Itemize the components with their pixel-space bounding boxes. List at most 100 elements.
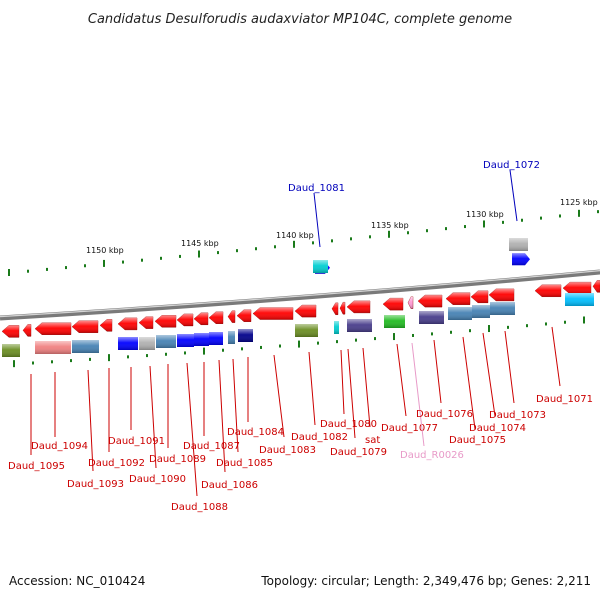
- gene-label: Daud_R0026: [400, 450, 464, 461]
- cog-block-gloss: [509, 238, 528, 251]
- tick-mark: [84, 264, 86, 268]
- map-title: Candidatus Desulforudis audaxviator MP10…: [88, 12, 512, 27]
- tick-mark: [388, 230, 390, 238]
- cog-block-gloss: [35, 341, 71, 354]
- gene-label: Daud_1083: [259, 445, 316, 456]
- cog-block-gloss: [384, 315, 405, 328]
- tick-mark: [103, 259, 105, 267]
- tick-mark: [426, 229, 428, 233]
- gene-arrow-gloss: [418, 295, 442, 308]
- tick-mark: [464, 225, 466, 229]
- tick-mark: [578, 209, 580, 217]
- gene-label: Daud_1077: [381, 423, 438, 434]
- leader-line: [551, 326, 561, 387]
- tick-mark: [331, 239, 333, 243]
- gene-arrow-gloss: [100, 319, 112, 332]
- tick-mark: [160, 256, 162, 260]
- cog-block-gloss: [472, 305, 490, 318]
- tick-mark: [317, 341, 319, 345]
- gene-label: Daud_1073: [489, 410, 546, 421]
- tick-mark: [217, 251, 219, 255]
- cog-block-gloss: [565, 293, 594, 306]
- cog-block-gloss: [118, 337, 138, 350]
- gene-arrow-gloss: [118, 317, 137, 330]
- tick-mark: [583, 316, 585, 324]
- tick-mark: [507, 325, 509, 329]
- tick-mark: [70, 359, 72, 363]
- tick-mark: [236, 249, 238, 253]
- gene-label: Daud_1089: [149, 454, 206, 465]
- gene-arrow-gloss: [593, 280, 600, 293]
- leader-line: [308, 351, 316, 426]
- tick-label-1130: 1130 kbp: [466, 210, 504, 219]
- tick-label-1135: 1135 kbp: [371, 221, 409, 230]
- gene-label: Daud_1092: [88, 458, 145, 469]
- leader-line: [362, 347, 371, 428]
- tick-mark: [355, 338, 357, 342]
- gene-arrow-gloss: [228, 310, 235, 323]
- gene-label: Daud_1071: [536, 394, 593, 405]
- leader-line: [509, 169, 518, 222]
- tick-labels: 1150 kbp 1145 kbp 1140 kbp 1135 kbp 1130…: [86, 198, 598, 255]
- gene-label: Daud_1091: [108, 436, 165, 447]
- tick-mark: [255, 247, 257, 251]
- gene-label: Daud_1093: [67, 479, 124, 490]
- gene-arrow-gloss: [563, 282, 591, 295]
- tick-mark: [374, 337, 376, 341]
- cog-block-gloss: [347, 319, 372, 332]
- tick-mark: [488, 325, 490, 333]
- tick-mark: [407, 231, 409, 235]
- tick-mark: [46, 267, 48, 271]
- tick-mark: [146, 354, 148, 358]
- gene-arrow-gloss: [446, 292, 470, 305]
- tick-mark: [8, 269, 10, 276]
- tick-mark: [450, 330, 452, 334]
- genome-stats-text: Topology: circular; Length: 2,349,476 bp…: [261, 574, 591, 588]
- tick-mark: [545, 322, 547, 326]
- leader-line: [218, 359, 226, 473]
- tick-mark: [336, 340, 338, 344]
- tick-mark: [369, 235, 371, 239]
- tick-mark: [293, 240, 295, 248]
- tick-mark: [312, 241, 314, 245]
- gene-arrow-gloss: [408, 296, 413, 309]
- gene-label: Daud_1086: [201, 480, 258, 491]
- tick-mark: [279, 344, 281, 348]
- tick-mark: [559, 214, 561, 218]
- leader-line: [482, 332, 496, 417]
- gene-arrow-gloss: [535, 284, 561, 297]
- cog-block-gloss: [194, 333, 209, 346]
- gene-arrow-gloss: [23, 324, 31, 337]
- tick-mark: [431, 332, 433, 336]
- lower-ticks: [13, 316, 585, 368]
- tick-mark: [203, 347, 205, 355]
- tick-mark: [564, 320, 566, 324]
- tick-mark: [165, 352, 167, 356]
- gene-arrow-gloss: [72, 320, 98, 333]
- tick-mark: [179, 254, 181, 258]
- tick-mark: [184, 351, 186, 355]
- tick-mark: [32, 361, 34, 365]
- gene-label: Daud_1074: [469, 423, 526, 434]
- leader-line: [411, 342, 425, 447]
- tick-mark: [241, 347, 243, 351]
- cog-block-gloss: [295, 324, 318, 337]
- tick-mark: [445, 227, 447, 231]
- tick-mark: [469, 329, 471, 333]
- tick-mark: [521, 218, 523, 222]
- gene-arrow-gloss: [489, 288, 514, 301]
- tick-mark: [122, 260, 124, 264]
- gene-label: Daud_1085: [216, 458, 273, 469]
- tick-mark: [222, 348, 224, 352]
- gene-arrow-gloss: [332, 302, 338, 315]
- cog-block-gloss: [228, 331, 235, 344]
- tick-label-1150: 1150 kbp: [86, 246, 124, 255]
- gene-label: Daud_1080: [320, 419, 377, 430]
- leader-line: [347, 348, 356, 439]
- cog-block-gloss: [209, 332, 223, 345]
- cog-block-gloss: [490, 302, 515, 315]
- leader-line: [87, 369, 94, 472]
- gene-arrow-gloss: [155, 315, 176, 328]
- cog-block-gloss: [313, 260, 328, 273]
